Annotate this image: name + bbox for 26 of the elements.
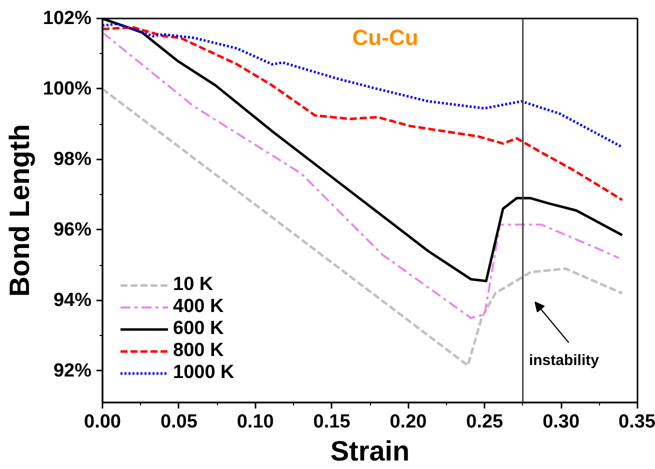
x-tick-label: 0.10 [236,412,274,432]
y-axis-title: Bond Length [4,124,35,297]
x-tick-label: 0.15 [313,412,351,432]
y-tick-label: 92% [53,360,92,382]
x-tick-label: 0.05 [160,412,198,432]
x-tick-label: 0.20 [390,412,427,432]
x-tick-label: 0.00 [84,412,121,432]
line-series [102,32,620,319]
y-tick-label: 102% [42,8,92,29]
ref-line-label: instability [528,352,600,370]
x-axis-title: Strain [330,436,410,466]
x-tick-label: 0.30 [542,412,580,432]
line-series [102,22,624,148]
legend-label: 800 K [173,340,224,362]
x-tick-label: 0.35 [618,412,655,432]
legend-label: 400 K [173,296,224,318]
legend-label: 10 K [173,274,214,296]
y-tick-label: 98% [53,148,92,170]
line-series [102,26,624,202]
legend-label: 1000 K [173,362,234,384]
y-tick-label: 94% [53,290,92,311]
legend-label: 600 K [173,318,224,340]
y-tick-label: 96% [53,219,92,240]
y-tick-label: 100% [42,78,92,100]
x-tick-label: 0.25 [466,412,504,432]
annotation: Cu-Cu [352,25,418,50]
